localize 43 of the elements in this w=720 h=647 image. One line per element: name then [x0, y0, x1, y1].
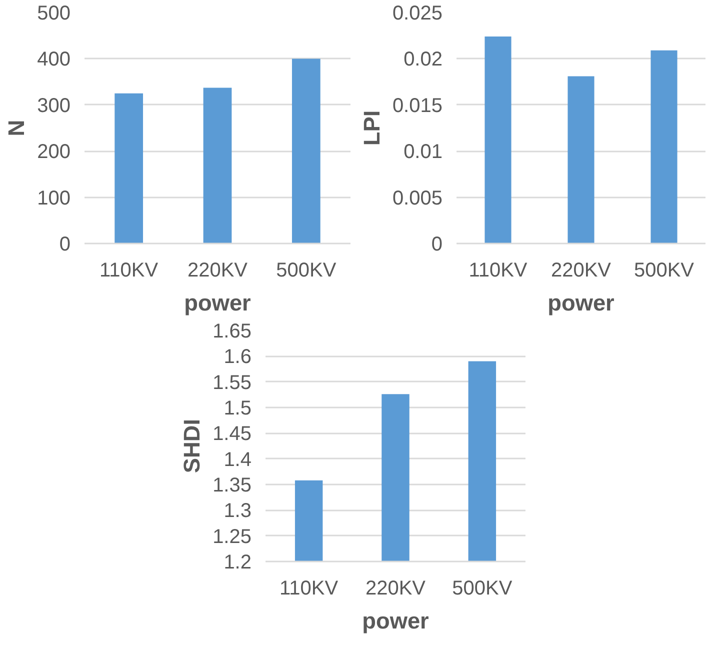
y-tick-label: 1.55 [212, 372, 252, 394]
y-axis-title: SHDI [178, 418, 205, 474]
y-axis-title: LPI [358, 110, 384, 146]
y-tick-label: 1.2 [224, 552, 252, 574]
y-axis-title: N [3, 120, 30, 136]
y-tick-label: 0 [59, 234, 70, 256]
x-tick-label: 110KV [280, 578, 339, 600]
y-tick-label: 1.25 [212, 526, 252, 548]
x-tick-label: 220KV [550, 260, 612, 282]
bar [484, 36, 512, 244]
y-tick-label: 0.01 [404, 141, 443, 164]
y-tick-label: 1.65 [212, 320, 252, 342]
y-tick-label: 500 [37, 2, 71, 24]
y-tick-label: 100 [37, 187, 71, 210]
x-axis-title: power [184, 290, 252, 316]
x-tick-label: 110KV [100, 260, 159, 282]
bar [568, 76, 594, 244]
y-tick-label: 0.02 [404, 48, 443, 71]
y-tick-label: 1.3 [224, 500, 252, 522]
y-tick-label: 1.5 [224, 398, 252, 420]
x-tick-label: 500KV [634, 260, 695, 282]
y-tick-label: 400 [37, 48, 71, 71]
y-tick-label: 300 [37, 94, 71, 117]
x-tick-label: 500KV [276, 260, 337, 282]
y-tick-label: 0.025 [392, 2, 443, 24]
y-tick-label: 0.005 [392, 187, 443, 210]
y-tick-label: 1.6 [224, 346, 252, 368]
y-tick-label: 1.45 [212, 423, 252, 446]
x-axis-title: power [548, 290, 615, 316]
x-tick-label: 110KV [468, 260, 528, 282]
bar [292, 58, 320, 244]
x-tick-label: 220KV [187, 260, 248, 282]
y-tick-label: 1.4 [224, 448, 252, 471]
bar [114, 93, 144, 244]
y-tick-label: 200 [37, 141, 71, 164]
y-tick-label: 0.015 [392, 94, 443, 117]
bar [650, 50, 678, 244]
x-axis-title: power [362, 608, 430, 634]
bar [203, 88, 232, 244]
x-tick-label: 500KV [452, 578, 513, 600]
y-tick-label: 0 [431, 234, 442, 256]
x-tick-label: 220KV [365, 578, 426, 600]
y-tick-label: 1.35 [212, 474, 252, 496]
